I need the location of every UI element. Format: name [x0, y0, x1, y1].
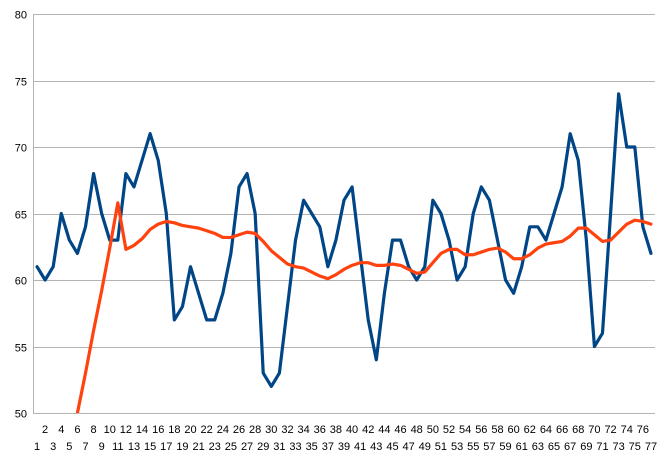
x-tick-label-9: 9: [99, 441, 105, 453]
x-tick-label-20: 20: [184, 424, 196, 436]
x-tick-label-59: 59: [499, 441, 511, 453]
x-tick-label-18: 18: [168, 424, 180, 436]
x-tick-label-13: 13: [128, 441, 140, 453]
x-tick-label-19: 19: [176, 441, 188, 453]
x-tick-label-11: 11: [112, 441, 123, 453]
x-tick-label-52: 52: [443, 424, 455, 436]
x-tick-label-26: 26: [233, 424, 245, 436]
x-tick-label-58: 58: [491, 424, 503, 436]
x-tick-label-12: 12: [120, 424, 132, 436]
x-tick-label-67: 67: [564, 441, 576, 453]
x-tick-label-64: 64: [540, 424, 552, 436]
y-tick-label-75: 75: [15, 77, 27, 89]
x-tick-label-46: 46: [394, 424, 406, 436]
x-tick-label-57: 57: [483, 441, 495, 453]
x-tick-label-74: 74: [621, 424, 633, 436]
x-tick-label-77: 77: [645, 441, 657, 453]
grid-lines: [33, 14, 655, 414]
x-tick-label-16: 16: [152, 424, 164, 436]
x-tick-label-1: 1: [34, 441, 40, 453]
x-tick-label-61: 61: [516, 441, 528, 453]
x-tick-label-25: 25: [225, 441, 237, 453]
x-tick-label-37: 37: [322, 441, 334, 453]
x-tick-label-53: 53: [451, 441, 463, 453]
series-lines: [35, 92, 653, 413]
x-tick-label-32: 32: [281, 424, 293, 436]
x-tick-label-33: 33: [289, 441, 301, 453]
x-tick-label-41: 41: [354, 441, 366, 453]
x-tick-label-73: 73: [613, 441, 625, 453]
x-tick-label-4: 4: [58, 424, 64, 436]
x-tick-label-34: 34: [297, 424, 309, 436]
x-axis-tick-labels: 1234567891011121314151617181920212223242…: [34, 424, 657, 453]
x-tick-label-48: 48: [411, 424, 423, 436]
x-tick-label-31: 31: [273, 441, 285, 453]
x-tick-label-27: 27: [241, 441, 253, 453]
x-tick-label-40: 40: [346, 424, 358, 436]
x-tick-label-72: 72: [604, 424, 616, 436]
series-1-line: [35, 92, 653, 388]
x-tick-label-14: 14: [136, 424, 148, 436]
x-tick-label-55: 55: [467, 441, 479, 453]
x-tick-label-24: 24: [217, 424, 229, 436]
x-tick-label-15: 15: [144, 441, 156, 453]
x-tick-label-75: 75: [629, 441, 641, 453]
x-tick-label-17: 17: [160, 441, 172, 453]
y-tick-label-60: 60: [15, 276, 27, 288]
x-tick-label-6: 6: [74, 424, 80, 436]
x-tick-label-23: 23: [209, 441, 221, 453]
x-tick-label-70: 70: [588, 424, 600, 436]
x-tick-label-69: 69: [580, 441, 592, 453]
x-tick-label-47: 47: [402, 441, 414, 453]
x-tick-label-76: 76: [637, 424, 649, 436]
x-tick-label-21: 21: [192, 441, 204, 453]
x-tick-label-44: 44: [378, 424, 390, 436]
x-tick-label-2: 2: [42, 424, 48, 436]
y-tick-label-70: 70: [15, 143, 27, 155]
x-tick-label-45: 45: [386, 441, 398, 453]
y-axis-tick-labels: 50 55 60 65 70 75 80: [15, 10, 27, 421]
x-tick-label-10: 10: [104, 424, 116, 436]
x-tick-label-35: 35: [306, 441, 318, 453]
x-tick-label-7: 7: [82, 441, 88, 453]
x-tick-label-43: 43: [370, 441, 382, 453]
x-tick-label-5: 5: [66, 441, 72, 453]
x-tick-label-65: 65: [548, 441, 560, 453]
series-2-line: [75, 201, 653, 413]
x-tick-label-62: 62: [524, 424, 536, 436]
x-tick-label-71: 71: [596, 441, 608, 453]
x-tick-label-38: 38: [330, 424, 342, 436]
x-tick-label-66: 66: [556, 424, 568, 436]
x-tick-label-68: 68: [572, 424, 584, 436]
y-tick-label-80: 80: [15, 10, 27, 22]
x-tick-label-39: 39: [338, 441, 350, 453]
x-tick-label-49: 49: [419, 441, 431, 453]
x-tick-label-60: 60: [508, 424, 520, 436]
y-tick-label-50: 50: [15, 409, 27, 421]
x-tick-label-3: 3: [50, 441, 56, 453]
x-tick-label-8: 8: [91, 424, 97, 436]
x-tick-label-56: 56: [475, 424, 487, 436]
y-tick-label-65: 65: [15, 210, 27, 222]
x-tick-label-51: 51: [435, 441, 447, 453]
x-tick-label-50: 50: [427, 424, 439, 436]
x-tick-label-42: 42: [362, 424, 374, 436]
x-tick-label-63: 63: [532, 441, 544, 453]
x-tick-label-54: 54: [459, 424, 471, 436]
x-tick-label-36: 36: [314, 424, 326, 436]
x-tick-label-22: 22: [201, 424, 213, 436]
x-tick-label-29: 29: [257, 441, 269, 453]
y-tick-label-55: 55: [15, 343, 27, 355]
x-tick-label-30: 30: [265, 424, 277, 436]
x-tick-label-28: 28: [249, 424, 261, 436]
